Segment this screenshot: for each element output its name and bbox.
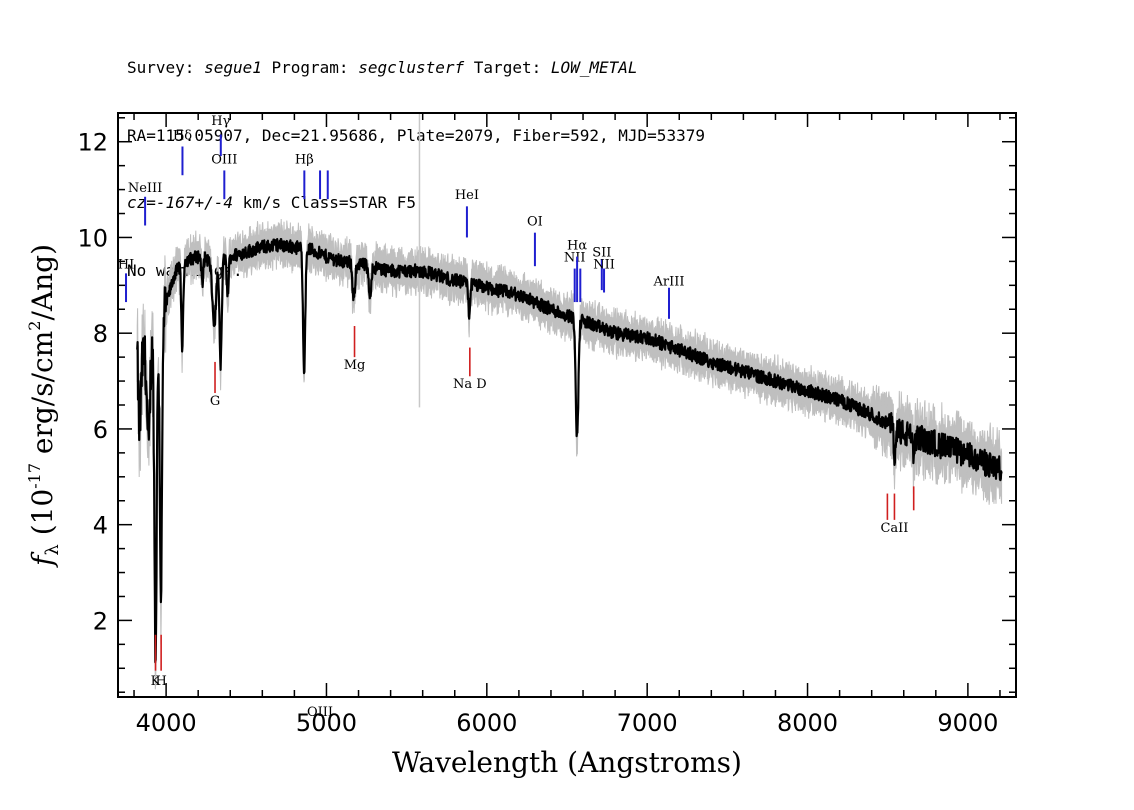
emission-line-label: Hγ xyxy=(211,114,230,129)
y-tick-label: 4 xyxy=(93,512,108,540)
emission-line-label: HeI xyxy=(455,188,479,203)
emission-line-label: NII xyxy=(564,250,586,265)
y-axis-title: fλ (10-17 erg/s/cm2/Ang) xyxy=(25,244,63,568)
emission-line-label: Hα xyxy=(567,238,587,253)
emission-line-label: NeIII xyxy=(128,181,162,196)
program-value: segclusterf xyxy=(358,58,465,77)
y-tick-label: 8 xyxy=(93,320,108,348)
target-value: LOW_METAL xyxy=(550,58,638,77)
error-band xyxy=(136,218,1003,690)
cz-value: -167+/-4 xyxy=(155,193,233,212)
class-text: km/s Class=STAR F5 xyxy=(232,193,416,212)
x-tick-label: 9000 xyxy=(937,709,998,737)
absorption-line-label: G xyxy=(210,394,220,409)
emission-line-label: NII xyxy=(593,258,615,273)
emission-line-label: HI xyxy=(118,258,134,273)
absorption-line-label: H xyxy=(155,674,166,689)
x-tick-label: 5000 xyxy=(296,709,357,737)
emission-line-label: ArIII xyxy=(652,274,684,289)
flux-layer xyxy=(136,238,1003,664)
header-line-1: Survey: segue1 Program: segclusterf Targ… xyxy=(127,57,705,80)
emission-line-label: OI xyxy=(527,214,543,229)
survey-value: segue1 xyxy=(204,58,262,77)
target-label: Target: xyxy=(464,58,551,77)
cz-label: cz= xyxy=(127,193,156,212)
y-tick-label: 6 xyxy=(93,416,108,444)
absorption-line-label: Na D xyxy=(453,377,487,392)
emission-line-label: Hβ xyxy=(295,152,314,167)
error-band-layer xyxy=(136,218,1003,690)
emission-line-label: OIII xyxy=(211,152,237,167)
absorption-line-label: Mg xyxy=(344,358,366,373)
x-tick-label: 4000 xyxy=(136,709,197,737)
y-tick-label: 10 xyxy=(77,224,108,252)
x-axis-title: Wavelength (Angstroms) xyxy=(392,746,742,779)
program-label: Program: xyxy=(261,58,359,77)
x-tick-label: 8000 xyxy=(777,709,838,737)
y-tick-label: 2 xyxy=(93,607,108,635)
header-line-2: RA=115.05907, Dec=21.95686, Plate=2079, … xyxy=(127,125,705,145)
absorption-line-label: CaII xyxy=(880,521,908,536)
y-tick-label: 12 xyxy=(77,129,108,157)
header-line-3: cz=-167+/-4 km/s Class=STAR F5 xyxy=(127,192,705,215)
survey-label: Survey: xyxy=(127,58,205,77)
emission-line-label: SII xyxy=(592,246,611,261)
x-tick-label: 7000 xyxy=(617,709,678,737)
spectrum-header: Survey: segue1 Program: segclusterf Targ… xyxy=(127,12,705,305)
x-tick-label: 6000 xyxy=(456,709,517,737)
axis-ticks: 4000 5000 6000 7000 8000 9000 2 4 6 8 10 12 xyxy=(77,113,1016,737)
emission-line-label: Hδ xyxy=(173,128,192,143)
emission-line-label: OIII xyxy=(307,705,333,720)
absorption-line-label: K xyxy=(151,674,161,689)
flux-series xyxy=(136,238,1003,664)
